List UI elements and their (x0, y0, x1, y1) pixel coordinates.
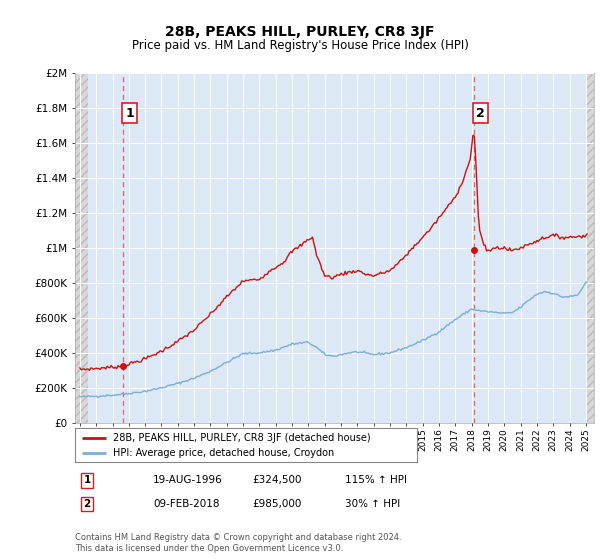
Text: 1: 1 (83, 475, 91, 486)
Text: 28B, PEAKS HILL, PURLEY, CR8 3JF (detached house): 28B, PEAKS HILL, PURLEY, CR8 3JF (detach… (113, 433, 370, 443)
Text: 19-AUG-1996: 19-AUG-1996 (153, 475, 223, 486)
Bar (586, 73, 594, 423)
Text: £324,500: £324,500 (252, 475, 302, 486)
Text: 2: 2 (83, 499, 91, 509)
Text: 115% ↑ HPI: 115% ↑ HPI (345, 475, 407, 486)
Text: 30% ↑ HPI: 30% ↑ HPI (345, 499, 400, 509)
Text: 1: 1 (125, 106, 134, 119)
Text: £985,000: £985,000 (252, 499, 301, 509)
Text: Price paid vs. HM Land Registry's House Price Index (HPI): Price paid vs. HM Land Registry's House … (131, 39, 469, 53)
Text: HPI: Average price, detached house, Croydon: HPI: Average price, detached house, Croy… (113, 447, 334, 458)
Text: 28B, PEAKS HILL, PURLEY, CR8 3JF: 28B, PEAKS HILL, PURLEY, CR8 3JF (165, 26, 435, 39)
Text: 2: 2 (476, 106, 485, 119)
Text: Contains HM Land Registry data © Crown copyright and database right 2024.
This d: Contains HM Land Registry data © Crown c… (75, 533, 401, 553)
Bar (75, 73, 88, 423)
Text: 09-FEB-2018: 09-FEB-2018 (153, 499, 220, 509)
